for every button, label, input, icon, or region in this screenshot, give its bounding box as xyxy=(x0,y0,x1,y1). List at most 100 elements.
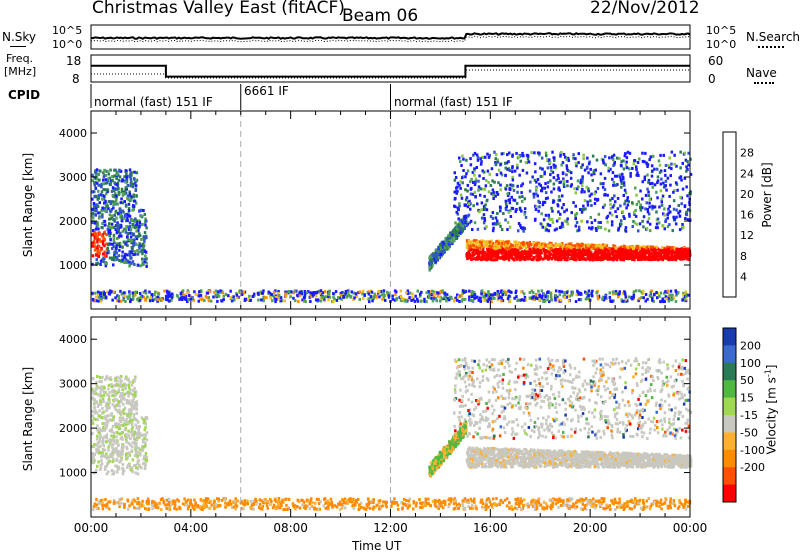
data-cell xyxy=(126,216,129,220)
data-cell xyxy=(246,297,250,301)
data-cell xyxy=(395,501,398,505)
data-cell xyxy=(542,200,545,204)
data-cell xyxy=(469,157,472,161)
data-cell xyxy=(352,298,355,301)
data-cell xyxy=(130,180,133,184)
data-cell xyxy=(464,198,468,202)
data-cell xyxy=(620,222,623,226)
data-cell xyxy=(105,233,108,237)
data-cell xyxy=(437,507,440,510)
data-cell xyxy=(580,252,583,256)
data-cell xyxy=(146,502,149,506)
data-cell xyxy=(439,295,442,299)
data-cell xyxy=(151,499,154,503)
data-cell xyxy=(548,253,551,257)
data-cell xyxy=(311,293,314,296)
data-cell xyxy=(504,187,508,191)
data-cell xyxy=(581,508,584,512)
data-cell xyxy=(157,502,160,506)
data-cell xyxy=(308,502,312,506)
data-cell xyxy=(483,194,486,198)
data-cell xyxy=(111,247,114,251)
data-cell xyxy=(194,505,197,509)
data-cell xyxy=(232,295,235,299)
data-cell xyxy=(97,211,100,215)
data-cell xyxy=(179,507,182,511)
data-cell xyxy=(515,245,519,249)
data-cell xyxy=(114,296,117,300)
data-cell xyxy=(500,173,504,177)
data-cell xyxy=(637,229,640,233)
data-cell xyxy=(186,498,190,502)
data-cell xyxy=(295,505,299,508)
data-cell xyxy=(600,157,604,161)
data-cell xyxy=(115,251,118,255)
data-cell xyxy=(114,246,118,250)
data-cell xyxy=(581,175,584,179)
data-cell xyxy=(303,294,307,298)
data-cell xyxy=(338,296,341,300)
data-cell xyxy=(680,202,683,206)
data-cell xyxy=(645,246,648,250)
data-cell xyxy=(482,254,485,258)
data-cell xyxy=(96,181,99,185)
data-cell xyxy=(455,210,458,214)
data-cell xyxy=(112,206,115,210)
data-cell xyxy=(434,501,437,505)
data-cell xyxy=(427,295,431,299)
data-cell xyxy=(129,300,132,304)
data-cell xyxy=(99,291,103,295)
data-cell xyxy=(118,241,122,245)
data-cell xyxy=(688,200,691,204)
data-cell xyxy=(476,249,479,252)
cpid-panel xyxy=(90,84,391,110)
data-cell xyxy=(100,185,103,189)
data-cell xyxy=(622,181,626,185)
data-cell xyxy=(97,245,101,248)
data-cell xyxy=(520,209,523,213)
data-cell xyxy=(576,179,580,183)
data-cell xyxy=(451,241,454,244)
data-cell xyxy=(646,297,649,301)
data-cell xyxy=(577,298,581,302)
data-cell xyxy=(683,205,687,209)
data-cell xyxy=(461,154,464,158)
data-cell xyxy=(500,242,504,245)
data-cell xyxy=(546,181,550,185)
data-cell xyxy=(304,300,307,304)
data-cell xyxy=(96,249,99,253)
data-cell xyxy=(132,207,135,211)
data-cell xyxy=(639,258,643,261)
data-cell xyxy=(582,204,585,208)
data-cell xyxy=(134,184,138,188)
data-cell xyxy=(302,500,306,504)
data-cell xyxy=(461,229,464,233)
data-cell xyxy=(100,182,103,186)
data-cell xyxy=(480,241,483,245)
data-cell xyxy=(459,180,462,184)
data-cell xyxy=(580,242,584,246)
data-cell xyxy=(565,208,568,212)
data-cell xyxy=(528,256,532,260)
data-cell xyxy=(628,151,632,155)
data-cell xyxy=(454,231,458,235)
data-cell xyxy=(567,299,571,303)
data-cell xyxy=(194,292,198,296)
data-cell xyxy=(213,507,216,511)
data-cell xyxy=(619,505,622,509)
data-cell xyxy=(594,168,597,172)
data-cell xyxy=(499,499,502,503)
data-cell xyxy=(471,299,475,303)
data-cell xyxy=(507,294,511,298)
data-cell xyxy=(549,294,553,298)
data-cell xyxy=(488,244,492,248)
data-cell xyxy=(683,298,686,302)
y-tick-label: 2000 xyxy=(59,215,87,228)
data-cell xyxy=(606,220,609,224)
data-cell xyxy=(525,241,529,245)
data-cell xyxy=(112,258,116,262)
data-cell xyxy=(583,498,586,502)
data-cell xyxy=(140,223,144,227)
data-cell xyxy=(262,295,265,299)
data-cell xyxy=(126,235,129,239)
